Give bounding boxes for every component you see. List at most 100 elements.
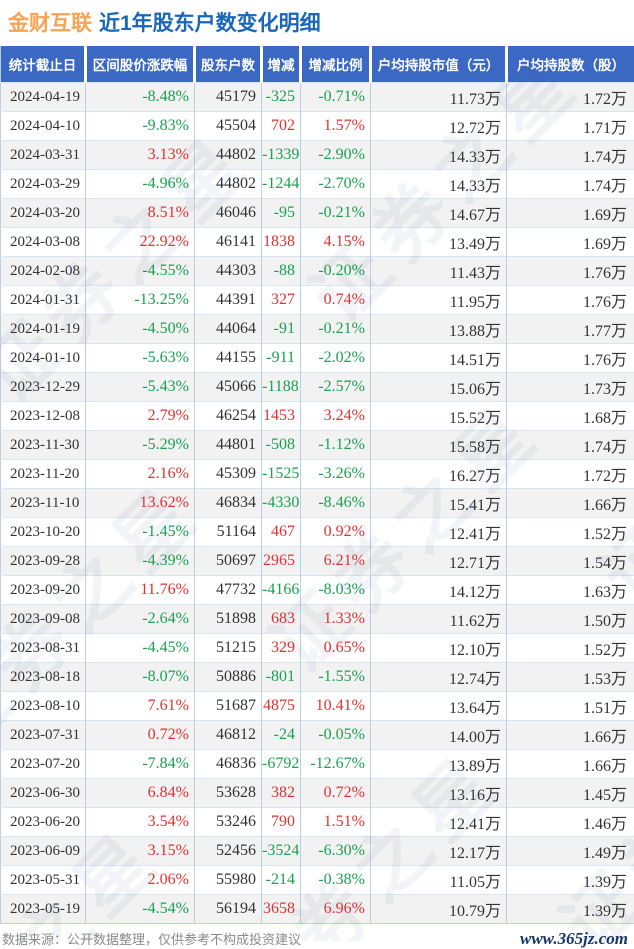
column-header: 股东户数 (195, 46, 262, 83)
column-header: 增减比例 (301, 46, 371, 83)
price-change-cell: 6.84% (86, 779, 195, 808)
change-cell: 683 (262, 605, 301, 634)
avg-shares-cell: 1.76万 (507, 257, 634, 286)
price-change-cell: -4.55% (86, 257, 195, 286)
date-cell: 2023-07-20 (1, 750, 86, 779)
change-pct-cell: 1.33% (301, 605, 371, 634)
date-cell: 2024-04-19 (1, 83, 86, 112)
price-change-cell: 3.54% (86, 808, 195, 837)
price-change-cell: -8.48% (86, 83, 195, 112)
title-subtitle: 近1年股东户数变化明细 (92, 12, 321, 35)
avg-value-cell: 14.00万 (371, 721, 507, 750)
change-pct-cell: -12.67% (301, 750, 371, 779)
avg-shares-cell: 1.39万 (507, 866, 634, 895)
holders-cell: 55980 (195, 866, 262, 895)
date-cell: 2024-03-08 (1, 228, 86, 257)
change-pct-cell: -0.20% (301, 257, 371, 286)
date-cell: 2023-08-10 (1, 692, 86, 721)
avg-shares-cell: 1.49万 (507, 837, 634, 866)
change-pct-cell: -3.26% (301, 460, 371, 489)
holders-cell: 56194 (195, 895, 262, 924)
avg-shares-cell: 1.45万 (507, 779, 634, 808)
change-pct-cell: -0.21% (301, 315, 371, 344)
change-pct-cell: -1.55% (301, 663, 371, 692)
price-change-cell: 3.15% (86, 837, 195, 866)
avg-shares-cell: 1.52万 (507, 518, 634, 547)
price-change-cell: -5.29% (86, 431, 195, 460)
holders-cell: 46141 (195, 228, 262, 257)
avg-shares-cell: 1.50万 (507, 605, 634, 634)
avg-shares-cell: 1.76万 (507, 344, 634, 373)
holders-cell: 46836 (195, 750, 262, 779)
price-change-cell: -5.43% (86, 373, 195, 402)
avg-shares-cell: 1.74万 (507, 141, 634, 170)
holders-cell: 44801 (195, 431, 262, 460)
price-change-cell: -4.50% (86, 315, 195, 344)
date-cell: 2023-09-08 (1, 605, 86, 634)
price-change-cell: -1.45% (86, 518, 195, 547)
avg-value-cell: 11.95万 (371, 286, 507, 315)
avg-shares-cell: 1.72万 (507, 460, 634, 489)
avg-shares-cell: 1.52万 (507, 634, 634, 663)
holders-cell: 45309 (195, 460, 262, 489)
holders-cell: 44155 (195, 344, 262, 373)
change-cell: -325 (262, 83, 301, 112)
change-cell: 467 (262, 518, 301, 547)
change-pct-cell: -0.71% (301, 83, 371, 112)
date-cell: 2023-08-31 (1, 634, 86, 663)
price-change-cell: -5.63% (86, 344, 195, 373)
price-change-cell: -4.54% (86, 895, 195, 924)
change-cell: -91 (262, 315, 301, 344)
holders-cell: 45179 (195, 83, 262, 112)
avg-shares-cell: 1.77万 (507, 315, 634, 344)
price-change-cell: -8.07% (86, 663, 195, 692)
holders-cell: 51898 (195, 605, 262, 634)
date-cell: 2023-11-10 (1, 489, 86, 518)
holders-cell: 44802 (195, 170, 262, 199)
change-cell: -4330 (262, 489, 301, 518)
change-pct-cell: -6.30% (301, 837, 371, 866)
holders-cell: 53246 (195, 808, 262, 837)
website-link[interactable]: www.365jz.com (520, 929, 628, 949)
avg-value-cell: 12.71万 (371, 547, 507, 576)
avg-value-cell: 15.58万 (371, 431, 507, 460)
avg-value-cell: 14.33万 (371, 170, 507, 199)
avg-value-cell: 16.27万 (371, 460, 507, 489)
avg-shares-cell: 1.39万 (507, 895, 634, 924)
holders-cell: 45066 (195, 373, 262, 402)
change-cell: 790 (262, 808, 301, 837)
change-pct-cell: 0.92% (301, 518, 371, 547)
date-cell: 2023-12-29 (1, 373, 86, 402)
change-cell: -1339 (262, 141, 301, 170)
price-change-cell: 2.79% (86, 402, 195, 431)
price-change-cell: 13.62% (86, 489, 195, 518)
holders-cell: 51687 (195, 692, 262, 721)
avg-value-cell: 14.33万 (371, 141, 507, 170)
holders-cell: 46834 (195, 489, 262, 518)
date-cell: 2024-03-29 (1, 170, 86, 199)
price-change-cell: 11.76% (86, 576, 195, 605)
change-cell: -24 (262, 721, 301, 750)
avg-value-cell: 14.12万 (371, 576, 507, 605)
date-cell: 2023-09-20 (1, 576, 86, 605)
date-cell: 2023-11-30 (1, 431, 86, 460)
change-cell: -95 (262, 199, 301, 228)
change-pct-cell: 6.96% (301, 895, 371, 924)
change-cell: -88 (262, 257, 301, 286)
avg-value-cell: 14.67万 (371, 199, 507, 228)
holders-cell: 47732 (195, 576, 262, 605)
